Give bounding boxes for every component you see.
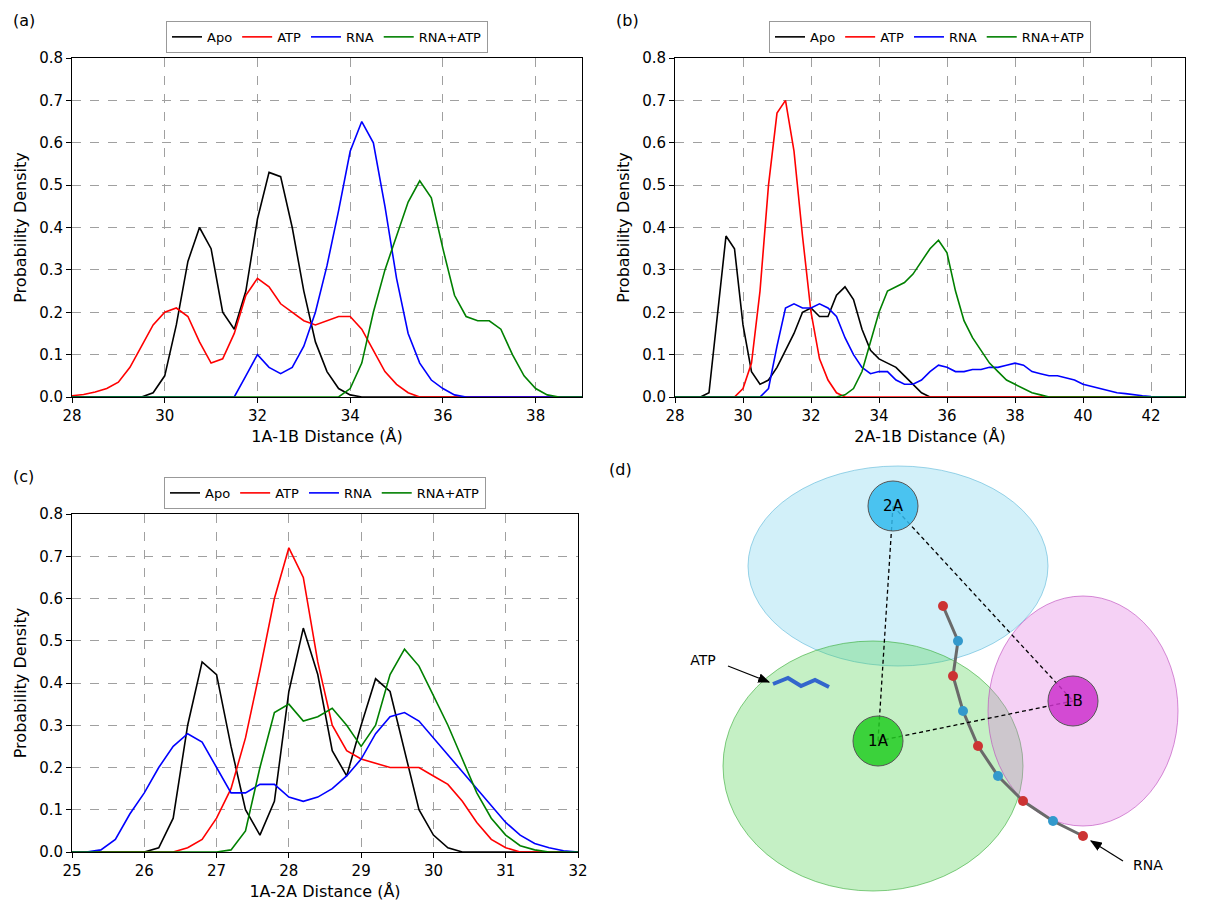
svg-text:ATP: ATP bbox=[277, 30, 301, 45]
svg-text:38: 38 bbox=[1005, 407, 1024, 425]
svg-text:(b): (b) bbox=[616, 11, 639, 30]
svg-text:25: 25 bbox=[62, 862, 81, 880]
svg-text:0.1: 0.1 bbox=[39, 801, 63, 819]
svg-text:38: 38 bbox=[526, 407, 545, 425]
svg-text:RNA+ATP: RNA+ATP bbox=[1022, 30, 1084, 45]
svg-text:0.7: 0.7 bbox=[39, 92, 63, 110]
svg-text:Apo: Apo bbox=[205, 486, 230, 501]
svg-text:Apo: Apo bbox=[810, 30, 835, 45]
svg-text:0.2: 0.2 bbox=[39, 759, 63, 777]
svg-text:0.2: 0.2 bbox=[642, 304, 666, 322]
svg-text:32: 32 bbox=[248, 407, 267, 425]
svg-text:0.3: 0.3 bbox=[39, 261, 63, 279]
svg-text:0.4: 0.4 bbox=[39, 674, 63, 692]
svg-text:RNA+ATP: RNA+ATP bbox=[419, 30, 481, 45]
svg-text:0.7: 0.7 bbox=[39, 548, 63, 566]
svg-text:34: 34 bbox=[341, 407, 360, 425]
svg-text:30: 30 bbox=[424, 862, 443, 880]
svg-text:Probability Density: Probability Density bbox=[614, 152, 633, 303]
svg-text:1B: 1B bbox=[1063, 692, 1083, 710]
svg-text:RNA: RNA bbox=[949, 30, 977, 45]
svg-text:0.5: 0.5 bbox=[39, 632, 63, 650]
svg-text:RNA+ATP: RNA+ATP bbox=[417, 486, 479, 501]
svg-text:0.8: 0.8 bbox=[642, 49, 666, 67]
svg-text:ATP: ATP bbox=[880, 30, 904, 45]
svg-text:30: 30 bbox=[155, 407, 174, 425]
svg-text:0.8: 0.8 bbox=[39, 505, 63, 523]
svg-text:Apo: Apo bbox=[207, 30, 232, 45]
svg-text:(a): (a) bbox=[13, 11, 35, 30]
svg-text:28: 28 bbox=[665, 407, 684, 425]
svg-text:Probability Density: Probability Density bbox=[11, 608, 30, 759]
svg-text:1A: 1A bbox=[868, 732, 889, 750]
svg-text:0.3: 0.3 bbox=[642, 261, 666, 279]
svg-text:0.3: 0.3 bbox=[39, 717, 63, 735]
svg-text:(d): (d) bbox=[609, 460, 632, 479]
svg-text:1A-1B Distance (Å): 1A-1B Distance (Å) bbox=[251, 427, 402, 446]
svg-text:RNA: RNA bbox=[346, 30, 374, 45]
svg-text:36: 36 bbox=[433, 407, 452, 425]
svg-text:32: 32 bbox=[568, 862, 587, 880]
svg-text:(c): (c) bbox=[13, 467, 34, 486]
svg-text:0.4: 0.4 bbox=[642, 219, 666, 237]
svg-text:40: 40 bbox=[1073, 407, 1092, 425]
svg-text:0.2: 0.2 bbox=[39, 304, 63, 322]
svg-text:0.1: 0.1 bbox=[642, 346, 666, 364]
svg-text:26: 26 bbox=[135, 862, 154, 880]
svg-text:Probability Density: Probability Density bbox=[11, 152, 30, 303]
svg-text:0.0: 0.0 bbox=[39, 843, 63, 861]
svg-text:1A-2A Distance (Å): 1A-2A Distance (Å) bbox=[249, 882, 400, 901]
svg-text:36: 36 bbox=[937, 407, 956, 425]
svg-text:28: 28 bbox=[279, 862, 298, 880]
svg-text:27: 27 bbox=[207, 862, 226, 880]
svg-text:0.0: 0.0 bbox=[642, 388, 666, 406]
svg-text:2A-1B Distance (Å): 2A-1B Distance (Å) bbox=[854, 427, 1005, 446]
svg-text:0.6: 0.6 bbox=[39, 590, 63, 608]
svg-text:0.6: 0.6 bbox=[39, 134, 63, 152]
svg-text:ATP: ATP bbox=[275, 486, 299, 501]
svg-text:0.4: 0.4 bbox=[39, 219, 63, 237]
svg-text:28: 28 bbox=[62, 407, 81, 425]
svg-text:2A: 2A bbox=[883, 497, 904, 515]
svg-text:42: 42 bbox=[1141, 407, 1160, 425]
svg-text:32: 32 bbox=[801, 407, 820, 425]
svg-text:0.5: 0.5 bbox=[642, 176, 666, 194]
svg-text:30: 30 bbox=[733, 407, 752, 425]
svg-text:RNA: RNA bbox=[1133, 857, 1163, 873]
svg-text:34: 34 bbox=[869, 407, 888, 425]
svg-text:0.7: 0.7 bbox=[642, 92, 666, 110]
svg-text:29: 29 bbox=[352, 862, 371, 880]
svg-text:0.5: 0.5 bbox=[39, 176, 63, 194]
svg-text:0.6: 0.6 bbox=[642, 134, 666, 152]
svg-text:0.0: 0.0 bbox=[39, 388, 63, 406]
svg-text:0.8: 0.8 bbox=[39, 49, 63, 67]
svg-text:ATP: ATP bbox=[690, 652, 715, 668]
svg-text:31: 31 bbox=[496, 862, 515, 880]
svg-text:RNA: RNA bbox=[344, 486, 372, 501]
svg-text:0.1: 0.1 bbox=[39, 346, 63, 364]
